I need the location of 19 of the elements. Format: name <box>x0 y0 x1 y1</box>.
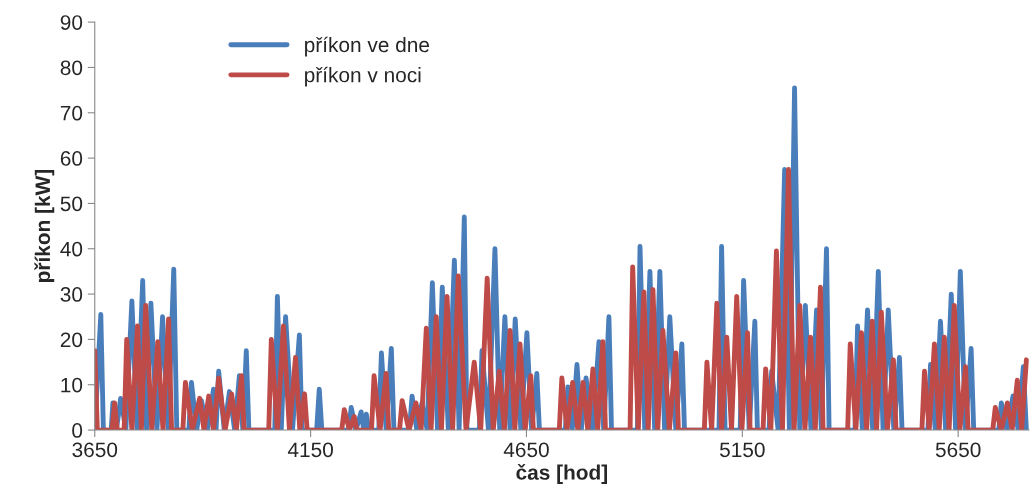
legend-label: příkon ve dne <box>305 36 430 57</box>
x-axis-title: čas [hod] <box>516 464 607 484</box>
y-tick-label: 20 <box>60 332 83 348</box>
x-tick-label: 4650 <box>503 442 549 458</box>
x-tick-label: 5650 <box>935 442 981 458</box>
y-tick-label: 0 <box>72 423 83 438</box>
y-tick-label: 90 <box>60 15 83 30</box>
y-tick-label: 60 <box>60 151 83 166</box>
y-axis-title: příkon [kW] <box>34 169 55 283</box>
y-tick-label: 40 <box>60 241 83 257</box>
y-tick-label: 80 <box>60 60 83 76</box>
x-tick-label: 5150 <box>719 442 765 458</box>
legend-label: příkon v noci <box>305 66 421 87</box>
y-tick-label: 50 <box>60 196 83 212</box>
y-tick-label: 30 <box>60 287 83 302</box>
x-tick-label: 4150 <box>287 442 333 458</box>
x-tick-label: 3650 <box>72 442 118 458</box>
y-tick-label: 10 <box>61 377 83 393</box>
y-tick-label: 70 <box>60 105 83 121</box>
